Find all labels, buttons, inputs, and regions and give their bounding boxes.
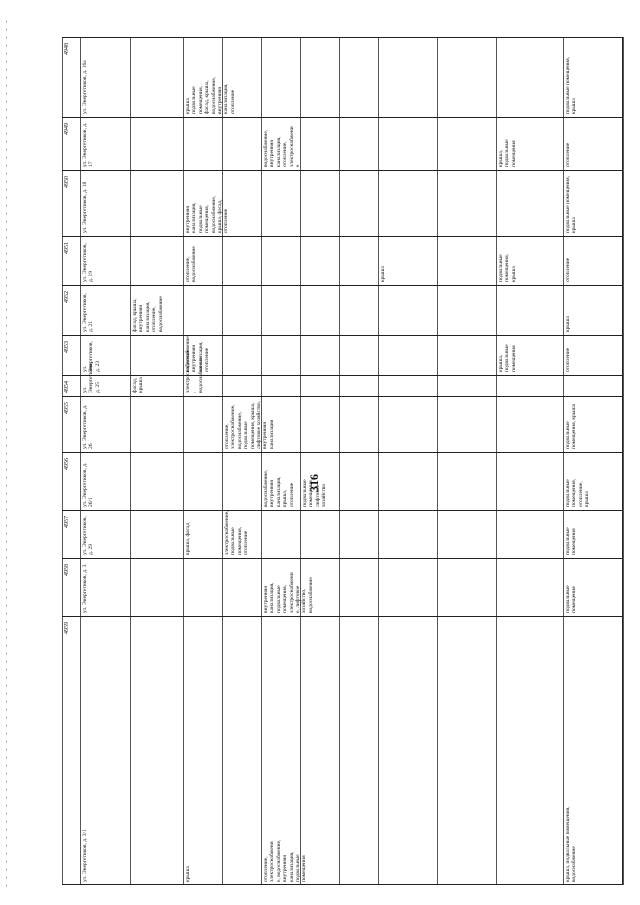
- address-cell: ул. Энергетиков, д. 26/1: [82, 462, 95, 507]
- row-number: 4959: [64, 622, 70, 634]
- address-cell: ул. Энергетиков, д. 18: [82, 181, 88, 233]
- table-row: [62, 396, 623, 453]
- column-line: [496, 37, 497, 885]
- row-number: 4950: [64, 176, 70, 188]
- work-type-cell: отопление: [565, 347, 571, 372]
- row-number: 4958: [64, 564, 70, 576]
- row-number: 4951: [64, 242, 70, 254]
- work-type-cell: отопление, электроснабжение, водоснабжен…: [224, 401, 275, 449]
- column-line: [130, 37, 131, 885]
- work-type-cell: подвальные помещения, крыша: [498, 254, 517, 282]
- work-type-cell: отопление, водоснабжение: [185, 246, 198, 282]
- work-type-cell: фасад, крыша, внутренняя канализация, от…: [132, 296, 164, 332]
- work-type-cell: подвальные помещения, отопление, крыша: [565, 479, 591, 507]
- work-type-cell: подвальные помещения, крыша: [565, 56, 578, 114]
- work-type-cell: отопление, электроснабжени е, водоснабже…: [263, 839, 308, 882]
- column-line: [222, 37, 223, 885]
- address-cell: ул. Энергетиков, д. 17: [82, 122, 95, 167]
- table-border-bottom: [62, 884, 623, 885]
- row-number: 4952: [64, 291, 70, 303]
- work-type-cell: крыша подвальные помещения, фасад, крыша…: [185, 76, 236, 114]
- row-number: 4953: [64, 341, 70, 353]
- column-line: [437, 37, 438, 885]
- work-type-cell: отопление: [565, 142, 571, 167]
- table-row: [62, 170, 623, 237]
- column-line: [623, 37, 624, 885]
- work-type-cell: водоснабжение, внутренняя канализация, о…: [263, 126, 302, 167]
- work-type-cell: крыша: [380, 266, 386, 282]
- work-type-cell: подвальные помещения: [565, 527, 578, 555]
- column-line: [62, 37, 63, 885]
- row-number: 4949: [64, 123, 70, 135]
- table-row: [62, 616, 623, 886]
- work-type-cell: внутренняя канализация, подвальные помещ…: [263, 572, 314, 613]
- address-cell: ул. Энергетиков, д. 19: [82, 243, 95, 282]
- work-type-cell: отопление: [565, 257, 571, 282]
- column-line: [563, 37, 564, 885]
- column-line: [261, 37, 262, 885]
- column-line: [339, 37, 340, 885]
- work-type-cell: крыша, подвальные помещения: [498, 344, 517, 372]
- table-row: [62, 452, 623, 511]
- row-number: 4956: [64, 458, 70, 470]
- work-type-cell: водоснабжение, внутренняя канализация, к…: [263, 469, 295, 507]
- address-cell: ул. Энергетиков, д. 21: [82, 293, 95, 332]
- address-cell: ул. Энергетиков, д. 16а: [82, 60, 88, 114]
- work-type-cell: подвальные помещения, крыша: [565, 175, 578, 233]
- work-type-cell: подвальные помещения, крыша: [565, 403, 578, 449]
- work-type-cell: подвальные помещения, лифтовое хозяйство: [302, 479, 328, 507]
- work-type-cell: крыша: [185, 866, 191, 882]
- data-table: 4948 ул. Энергетиков, д. 16а крыша подваль…: [62, 37, 624, 886]
- table-row: [62, 510, 623, 559]
- row-number: 4948: [64, 43, 70, 55]
- table-row: [62, 285, 623, 336]
- row-number: 4954: [64, 381, 70, 393]
- address-cell: ул. Энергетиков, д. 29: [82, 516, 95, 555]
- work-type-cell: крыша, подвальные помещения: [498, 139, 517, 167]
- column-line: [80, 37, 81, 885]
- table-row: [62, 117, 623, 171]
- table-row: [62, 558, 623, 617]
- column-line: [378, 37, 379, 885]
- table-row: [62, 375, 623, 397]
- column-line: [300, 37, 301, 885]
- address-cell: ул. Энергетиков, д. 3: [82, 564, 88, 613]
- address-cell: ул. Энергетиков, д. 3/1: [82, 829, 88, 882]
- table-row: [62, 37, 623, 118]
- work-type-cell: внутренняя канализация, подвальные помещ…: [185, 195, 230, 233]
- work-type-cell: крыша, подвальные помещения, водоснабжен…: [565, 806, 578, 882]
- work-type-cell: крыша, фасад: [185, 522, 191, 555]
- work-type-cell: фасад, крыша: [132, 377, 145, 393]
- work-type-cell: электроснабжение, подвальные помещения, …: [224, 510, 250, 555]
- address-cell: ул. Энергетиков, д. 25: [82, 362, 101, 393]
- work-type-cell: подвальные помещения: [565, 585, 578, 613]
- row-number: 4955: [64, 402, 70, 414]
- column-line: [183, 37, 184, 885]
- table-row: [62, 236, 623, 286]
- table-row: [62, 335, 623, 376]
- row-number: 4957: [64, 516, 70, 528]
- table-border-right: [622, 37, 623, 885]
- work-type-cell: крыша: [565, 316, 571, 332]
- scan-edge: [6, 20, 7, 890]
- work-type-cell: электроснабжение , водоснабжение: [185, 349, 204, 393]
- address-cell: ул. Энергетиков, д. 26: [82, 404, 95, 449]
